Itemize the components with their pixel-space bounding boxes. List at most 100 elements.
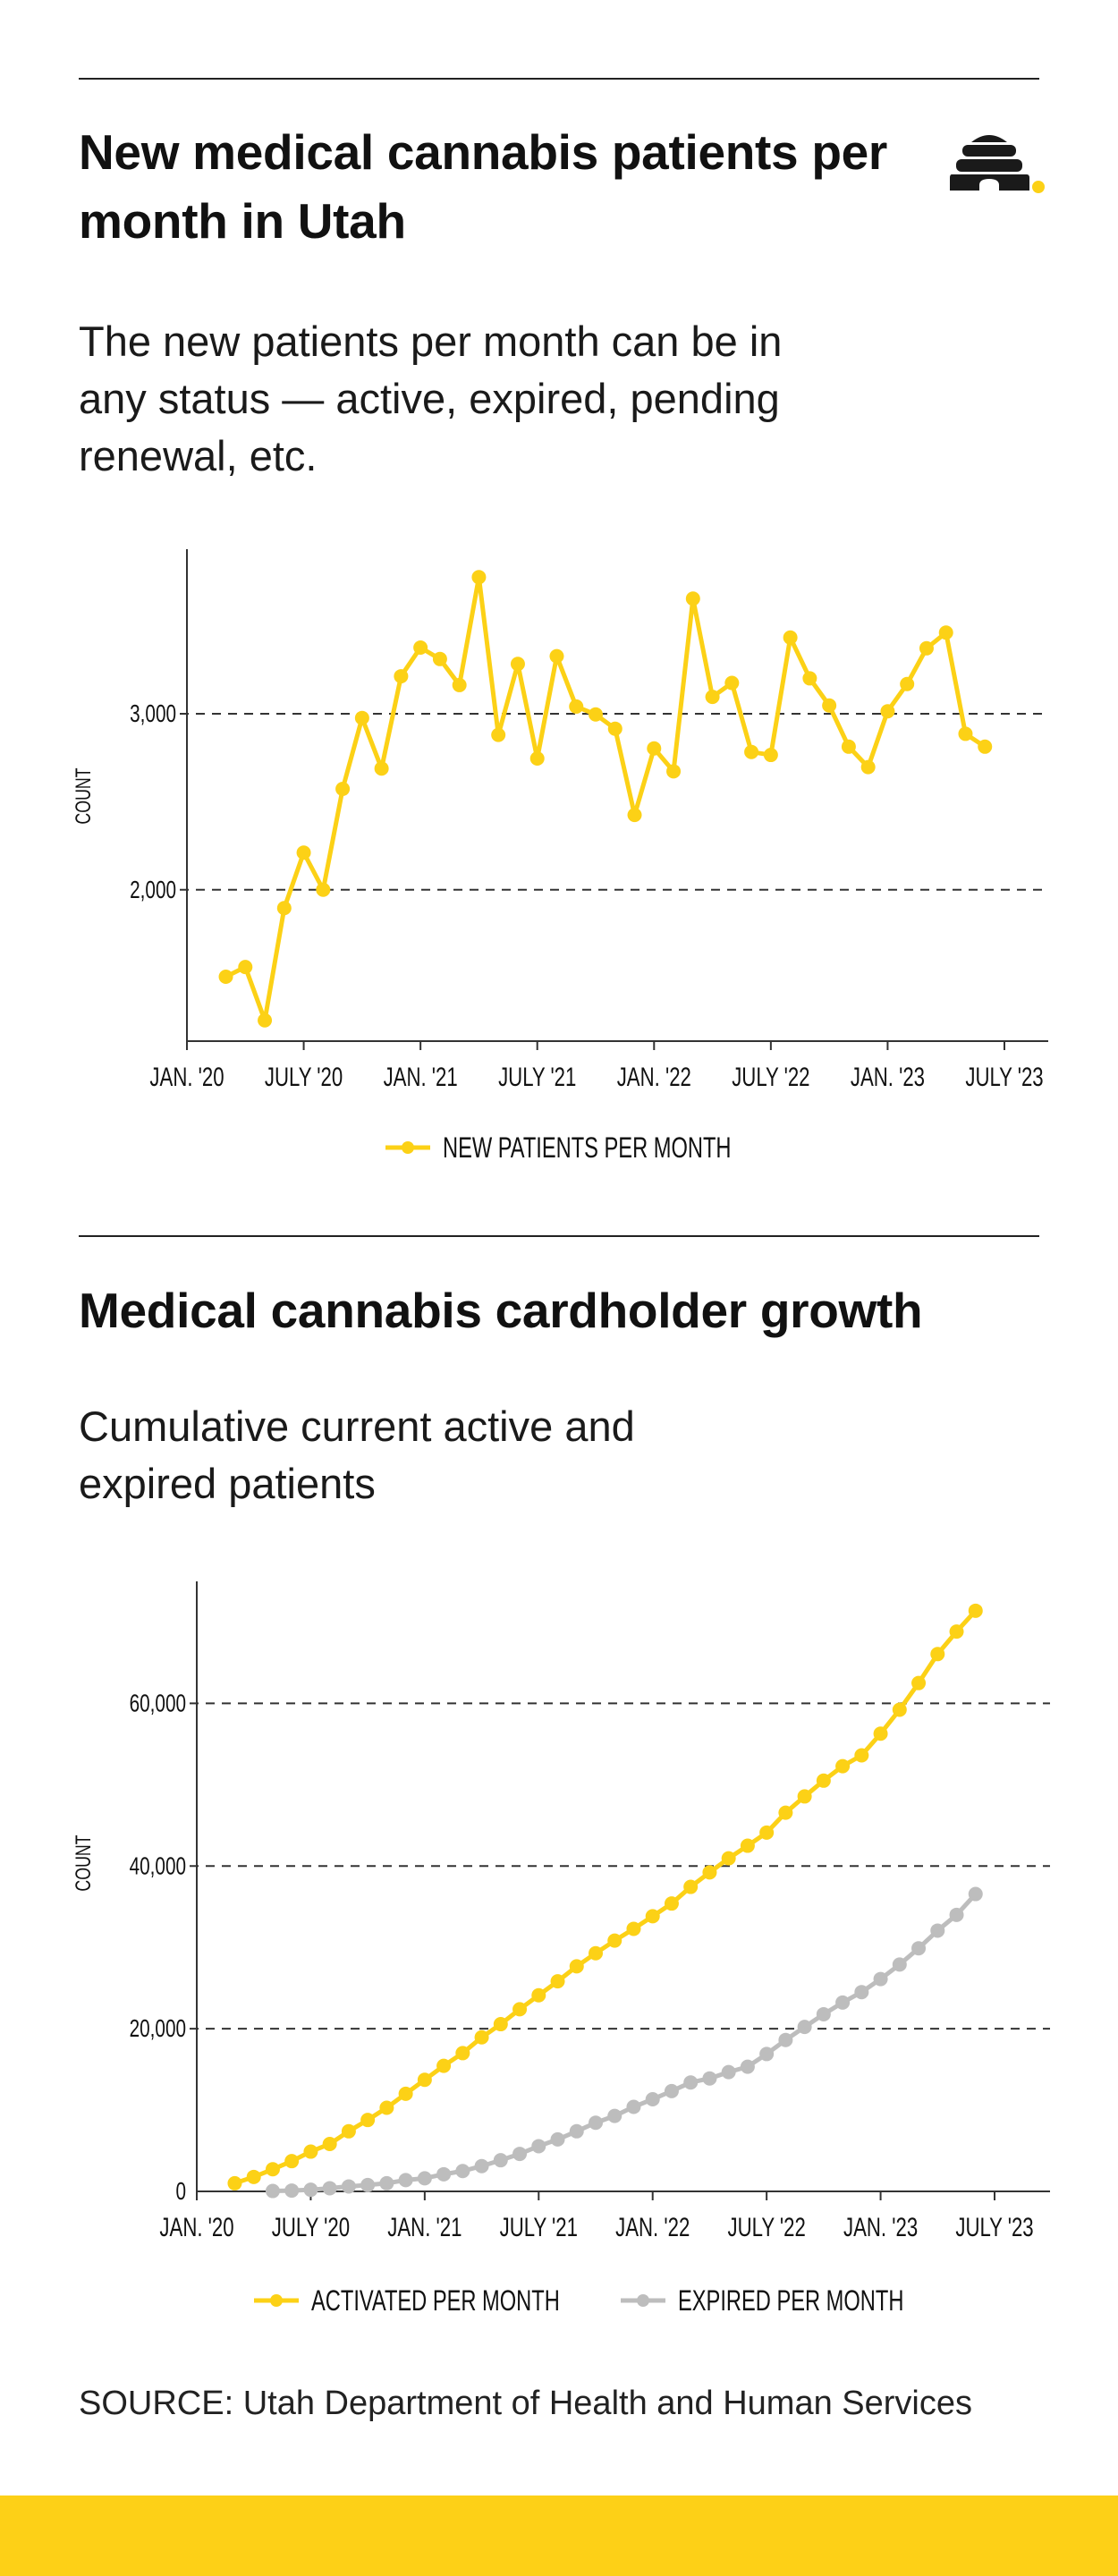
data-point	[835, 1758, 851, 1774]
logo-dot	[1032, 181, 1045, 193]
data-point	[316, 882, 331, 897]
top-divider	[79, 78, 1039, 80]
data-point	[284, 2154, 300, 2169]
section-divider	[79, 1235, 1039, 1237]
data-point	[759, 2046, 775, 2062]
x-tick-label: JAN. '20	[159, 2212, 233, 2242]
y-axis-label: COUNT	[72, 767, 96, 824]
x-tick-label: JAN. '20	[149, 1062, 224, 1092]
legend-marker-dot	[270, 2294, 283, 2307]
data-point	[276, 901, 292, 916]
data-point	[493, 2017, 508, 2032]
y-tick-label: 2,000	[130, 877, 176, 904]
data-point	[531, 2139, 546, 2154]
legend-marker-dot	[402, 1141, 414, 1154]
data-point	[873, 1726, 888, 1741]
data-point	[265, 2183, 280, 2199]
data-point	[683, 2075, 699, 2090]
data-point	[949, 1907, 964, 1922]
data-point	[569, 699, 584, 714]
data-point	[797, 2020, 812, 2035]
data-point	[398, 2086, 413, 2101]
data-point	[218, 969, 233, 984]
chart2-subtitle: Cumulative current active and expired pa…	[79, 1402, 635, 1507]
data-point	[702, 1865, 717, 1880]
data-point	[398, 2173, 413, 2188]
data-point	[647, 741, 662, 756]
y-tick-label: 40,000	[130, 1852, 186, 1880]
chart1-title: New medical cannabis patients per month …	[79, 124, 888, 249]
data-point	[474, 2158, 489, 2174]
x-tick-label: JAN. '21	[387, 2212, 462, 2242]
data-point	[919, 640, 934, 656]
x-tick-label: JULY '23	[965, 1062, 1043, 1092]
legend-marker-dot	[637, 2294, 649, 2307]
data-point	[911, 1675, 927, 1690]
data-point	[783, 630, 798, 645]
data-point	[322, 2136, 337, 2151]
data-point	[394, 669, 409, 684]
data-point	[417, 2072, 432, 2088]
y-axis-label: COUNT	[72, 1835, 96, 1891]
x-tick-label: JAN. '22	[617, 1062, 691, 1092]
data-point	[835, 1995, 851, 2010]
data-point	[683, 1879, 699, 1894]
data-point	[607, 1933, 623, 1948]
data-point	[374, 761, 389, 776]
data-point	[721, 2064, 736, 2080]
data-point	[455, 2164, 470, 2179]
data-point	[854, 1985, 869, 2000]
data-point	[529, 750, 545, 766]
data-point	[589, 2115, 603, 2131]
data-point	[978, 739, 993, 754]
data-point	[550, 2131, 565, 2147]
data-point	[705, 690, 720, 705]
data-point	[930, 1647, 945, 1662]
source-note: SOURCE: Utah Department of Health and Hu…	[79, 2385, 972, 2422]
data-point	[685, 591, 700, 606]
x-tick-label: JAN. '22	[615, 2212, 690, 2242]
x-tick-label: JAN. '23	[851, 1062, 925, 1092]
data-point	[816, 2006, 831, 2021]
data-point	[531, 1987, 546, 2003]
series-line	[233, 1609, 978, 2186]
data-point	[873, 1971, 888, 1987]
data-point	[664, 2083, 679, 2098]
data-point	[335, 782, 351, 797]
data-point	[938, 625, 953, 640]
data-point	[265, 2162, 280, 2177]
x-tick-label: JULY '22	[732, 1062, 809, 1092]
data-point	[569, 1959, 584, 1974]
data-point	[802, 671, 817, 686]
data-point	[740, 1838, 755, 1853]
data-point	[778, 2032, 793, 2047]
data-point	[645, 2091, 660, 2106]
data-point	[436, 2166, 452, 2182]
y-tick-label: 60,000	[130, 1690, 186, 1718]
data-point	[744, 744, 759, 759]
data-point	[949, 1624, 964, 1640]
data-point	[379, 2175, 394, 2190]
data-point	[493, 2153, 508, 2168]
footer-bar	[0, 2496, 1118, 2576]
data-point	[627, 808, 642, 823]
data-point	[296, 845, 311, 860]
data-point	[238, 960, 253, 975]
data-point	[930, 1923, 945, 1938]
series-line	[272, 1892, 978, 2194]
data-point	[510, 657, 525, 672]
data-point	[589, 707, 603, 722]
data-point	[512, 2002, 528, 2017]
data-point	[491, 727, 506, 742]
data-point	[303, 2182, 318, 2198]
data-point	[892, 1957, 907, 1972]
data-point	[892, 1702, 907, 1717]
data-point	[759, 1825, 775, 1840]
chart1-subtitle: The new patients per month can be in any…	[79, 318, 783, 479]
data-point	[550, 1974, 565, 1989]
data-point	[471, 570, 487, 585]
y-tick-label: 0	[175, 2178, 186, 2206]
data-point	[797, 1789, 812, 1804]
x-tick-label: JULY '23	[955, 2212, 1033, 2242]
